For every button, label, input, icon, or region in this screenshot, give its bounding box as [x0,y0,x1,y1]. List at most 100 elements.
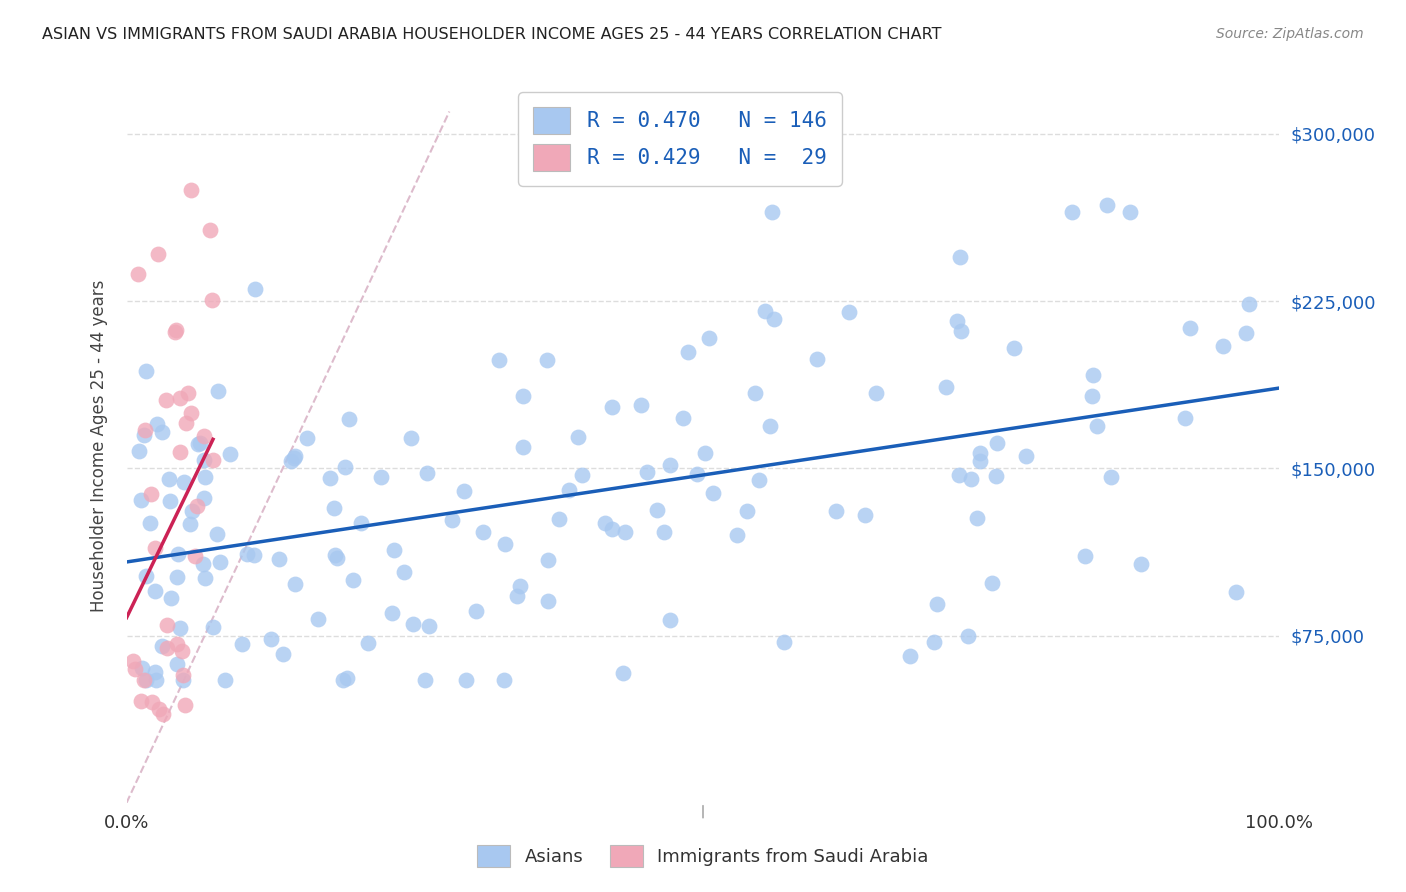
Point [128,444,150,458]
Point [922,635,945,649]
Point [148,246,170,260]
Point [143,583,166,598]
Point [307,612,329,626]
Point [702,486,724,500]
Point [198,223,221,237]
Point [135,569,157,583]
Point [181,503,204,517]
Point [218,447,240,461]
Y-axis label: Householder Income Ages 25 - 44 years: Householder Income Ages 25 - 44 years [90,280,108,612]
Point [980,575,1002,590]
Point [418,619,440,633]
Point [193,491,215,505]
Point [772,635,794,649]
Point [454,673,477,687]
Point [645,503,668,517]
Point [806,352,828,367]
Point [693,446,716,460]
Point [231,637,253,651]
Point [986,435,1008,450]
Point [271,647,294,661]
Point [156,641,179,656]
Point [134,423,156,437]
Text: ASIAN VS IMMIGRANTS FROM SAUDI ARABIA HOUSEHOLDER INCOME AGES 25 - 44 YEARS CORR: ASIAN VS IMMIGRANTS FROM SAUDI ARABIA HO… [42,27,942,42]
Point [202,620,225,634]
Point [754,304,776,318]
Point [148,702,170,716]
Point [1081,368,1104,383]
Point [986,469,1008,483]
Point [214,673,236,687]
Point [172,644,194,658]
Point [725,528,748,542]
Point [184,549,207,563]
Point [186,499,208,513]
Point [1099,469,1122,483]
Point [357,636,380,650]
Point [332,673,354,687]
Point [509,579,531,593]
Point [323,501,346,516]
Point [759,419,782,434]
Point [167,547,190,561]
Point [595,516,617,530]
Point [453,484,475,499]
Point [174,416,197,430]
Point [735,504,758,518]
Point [394,565,416,579]
Point [156,617,179,632]
Point [193,453,215,467]
Point [180,183,202,197]
Point [143,665,166,680]
Point [121,654,143,668]
Point [370,470,392,484]
Point [935,380,957,394]
Point [512,440,534,454]
Point [245,282,267,296]
Point [187,437,209,451]
Point [160,591,183,606]
Point [697,331,720,345]
Point [472,524,495,539]
Point [129,493,152,508]
Point [350,516,373,530]
Point [1002,341,1025,355]
Point [658,458,681,472]
Point [949,324,972,338]
Point [630,398,652,412]
Point [636,465,658,479]
Point [600,522,623,536]
Point [179,516,201,531]
Point [440,512,463,526]
Point [401,431,423,445]
Point [129,694,152,708]
Point [761,204,783,219]
Point [141,696,163,710]
Point [201,453,224,467]
Point [465,604,488,618]
Point [336,671,359,685]
Point [571,467,593,482]
Point [494,537,516,551]
Point [194,470,217,484]
Point [853,508,876,522]
Point [744,386,766,401]
Point [672,411,695,425]
Point [297,431,319,445]
Point [949,250,972,264]
Point [159,493,181,508]
Point [402,616,425,631]
Point [413,673,436,687]
Point [280,454,302,468]
Point [169,621,191,635]
Point [567,430,589,444]
Point [242,548,264,562]
Point [146,417,169,432]
Point [512,389,534,403]
Point [150,640,173,654]
Legend: Asians, Immigrants from Saudi Arabia: Asians, Immigrants from Saudi Arabia [470,838,936,874]
Point [537,594,560,608]
Point [686,467,709,482]
Point [283,450,305,465]
Point [900,648,922,663]
